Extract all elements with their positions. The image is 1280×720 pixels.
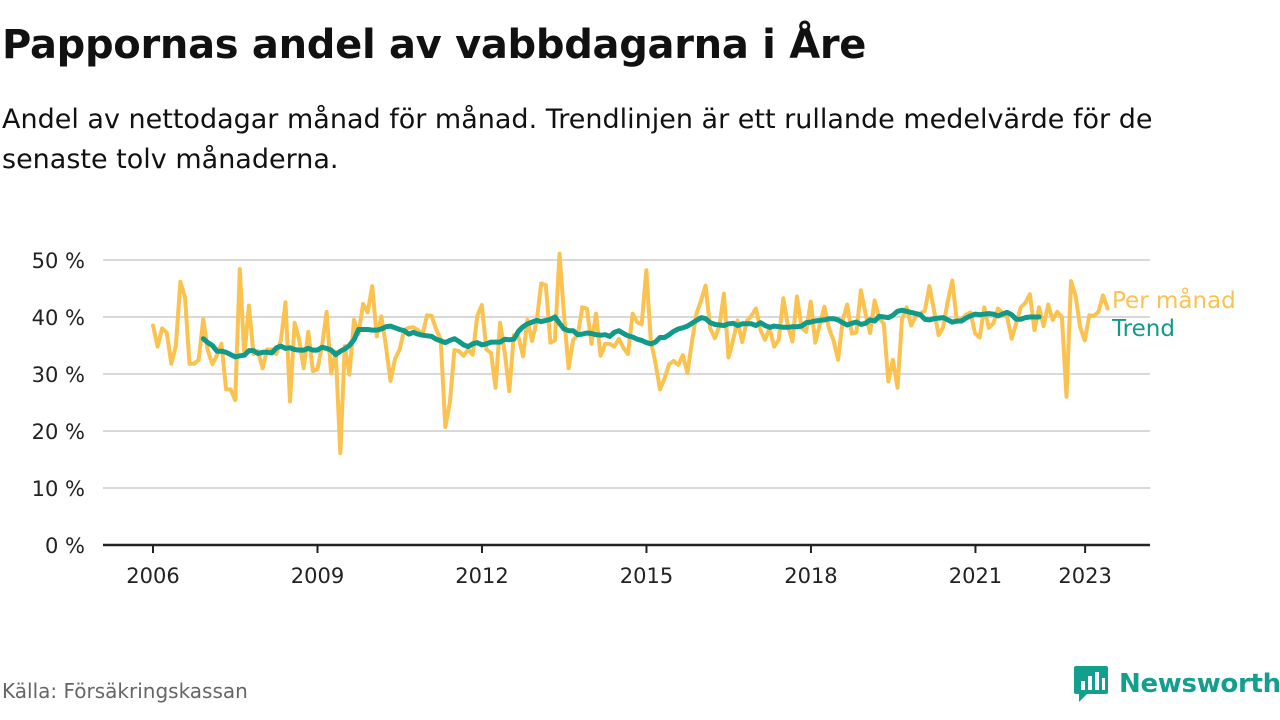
gridlines [103,259,1150,489]
series-lines [151,251,1110,456]
y-tick-label: 50 % [32,249,85,273]
source-note: Källa: Försäkringskassan [2,679,248,703]
x-tick-label: 2009 [291,564,344,588]
series-line-trend [200,307,1042,360]
x-axis: 2006 2009 2012 2015 2018 2021 2023 [103,543,1150,588]
chart-title: Pappornas andel av vabbdagarna i Åre [2,22,867,68]
y-tick-label: 10 % [32,477,85,501]
y-tick-label: 20 % [32,420,85,444]
x-tick-label: 2023 [1058,564,1111,588]
y-tick-label: 40 % [32,306,85,330]
y-tick-label: 0 % [45,534,85,558]
bar-chart-speech-icon [1074,666,1108,702]
brand[interactable]: Newsworthy [1073,664,1280,704]
brand-name: Newsworthy [1119,669,1280,699]
y-tick-label: 30 % [32,363,85,387]
x-tick-label: 2006 [126,564,179,588]
series-line-per-manad [151,251,1110,456]
chart-subtitle: Andel av nettodagar månad för månad. Tre… [2,104,1153,175]
x-tick-label: 2018 [784,564,837,588]
x-tick-label: 2012 [455,564,508,588]
y-axis-labels: 0 % 10 % 20 % 30 % 40 % 50 % [32,249,85,558]
x-tick-label: 2021 [949,564,1002,588]
legend-per-manad: Per månad [1112,286,1236,314]
legend-trend: Trend [1111,316,1175,342]
x-tick-label: 2015 [620,564,673,588]
